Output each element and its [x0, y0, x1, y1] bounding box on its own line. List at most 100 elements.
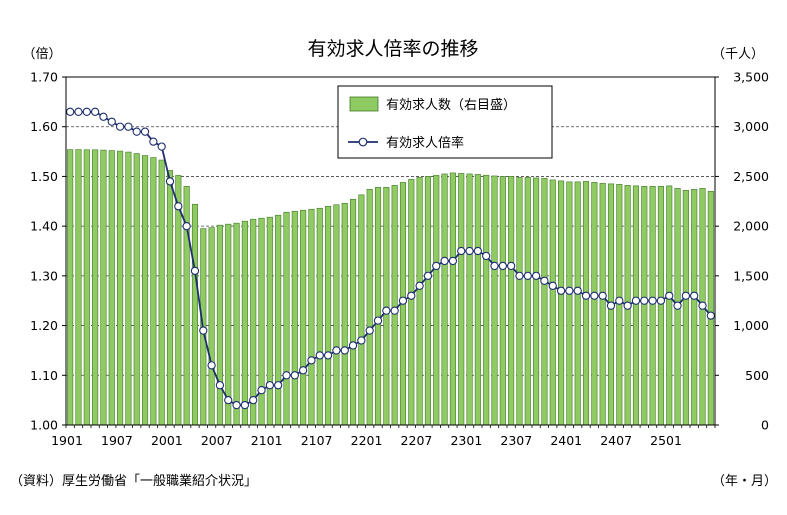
bar [250, 218, 257, 426]
ratio-point [340, 346, 349, 355]
ratio-point [673, 301, 682, 310]
legend-bar-swatch [349, 96, 379, 112]
bar [424, 176, 431, 426]
x-tick-label: 2107 [301, 433, 333, 448]
ratio-point [540, 276, 549, 285]
bar [216, 224, 223, 426]
ratio-point [124, 122, 133, 131]
y-right-tick-label: 2,500 [733, 169, 769, 184]
ratio-point [531, 271, 541, 281]
x-tick-label: 2501 [650, 433, 682, 448]
ratio-point [581, 291, 591, 300]
ratio-point [66, 107, 75, 116]
ratio-point [606, 301, 616, 310]
ratio-point [690, 291, 699, 300]
ratio-point [706, 311, 715, 320]
ratio-point [590, 291, 599, 300]
bar [516, 177, 523, 426]
bar [150, 157, 157, 426]
x-axis-unit: （年・月） [712, 474, 778, 489]
bar [350, 198, 357, 426]
bar [208, 227, 215, 426]
bar [316, 207, 323, 426]
legend: 有効求人数（右目盛） 有効求人倍率 [337, 85, 553, 159]
bar [491, 175, 498, 426]
ratio-point [498, 261, 507, 271]
ratio-point [415, 281, 424, 290]
ratio-point [323, 351, 333, 360]
bar-series [67, 149, 714, 426]
bar [666, 185, 673, 426]
bar [241, 220, 248, 426]
ratio-point [631, 296, 641, 305]
x-tick-label: 2201 [351, 433, 383, 448]
ratio-point [240, 400, 250, 410]
y-left-tick-label: 1.00 [30, 418, 58, 433]
y-right-tick-label: 1,500 [733, 268, 769, 283]
bar [117, 150, 124, 426]
bar [632, 185, 640, 426]
ratio-point [215, 381, 225, 390]
ratio-point [698, 301, 707, 310]
chart-title: 有効求人倍率の推移 [307, 38, 478, 60]
bar [341, 202, 348, 426]
ratio-point [307, 356, 316, 365]
ratio-point [107, 117, 116, 126]
left-axis-unit: （倍） [22, 47, 61, 62]
x-tick-label: 2301 [450, 433, 482, 448]
bar [691, 189, 698, 426]
bar [466, 173, 473, 426]
ratio-point [440, 256, 449, 266]
x-tick-label: 2001 [151, 433, 183, 448]
ratio-point [556, 286, 566, 295]
bar [566, 181, 573, 426]
bar [483, 174, 490, 426]
bar [707, 191, 714, 426]
ratio-point [432, 261, 441, 271]
ratio-point [257, 386, 266, 395]
ratio-point [398, 296, 408, 305]
bar [125, 151, 132, 426]
plot-frame [65, 76, 716, 426]
ratio-point [149, 137, 158, 146]
legend-line-label: 有効求人倍率 [386, 135, 464, 151]
ratio-point [265, 381, 275, 390]
bar [300, 209, 307, 426]
y-left-tick-label: 1.30 [30, 268, 58, 283]
bar [83, 149, 90, 426]
x-tick-label: 2101 [251, 433, 283, 448]
x-tick-label: 2207 [401, 433, 433, 448]
ratio-point [232, 400, 241, 410]
ratio-point [115, 122, 125, 131]
legend-line-marker [358, 137, 368, 147]
legend-bar-label: 有効求人数（右目盛） [386, 98, 516, 113]
grid-lines [66, 126, 715, 376]
bar [416, 177, 423, 426]
ratio-point [282, 371, 291, 380]
ratio-point [573, 286, 582, 295]
ratio-point [665, 291, 674, 300]
axis-ticks: 1.00 1.10 1.20 1.30 1.40 1.50 1.60 1.70 0 500 1,00… [30, 70, 769, 449]
y-left-tick-label: 1.40 [30, 219, 58, 234]
ratio-point [174, 202, 183, 211]
bar [682, 190, 689, 426]
bar [574, 181, 581, 426]
ratio-point [365, 326, 374, 335]
bar [158, 159, 165, 426]
bar [657, 186, 664, 426]
ratio-point [565, 286, 574, 295]
bar [141, 155, 149, 426]
bar [433, 175, 440, 426]
bar [133, 153, 140, 426]
bar [191, 203, 199, 426]
bar [641, 186, 648, 426]
bar [233, 222, 240, 426]
ratio-point [140, 127, 150, 136]
ratio-point [407, 291, 416, 300]
bar [383, 187, 390, 426]
bar [325, 205, 332, 426]
bar [100, 149, 107, 426]
ratio-point [132, 127, 141, 136]
bar [549, 179, 556, 426]
bar [266, 216, 273, 426]
